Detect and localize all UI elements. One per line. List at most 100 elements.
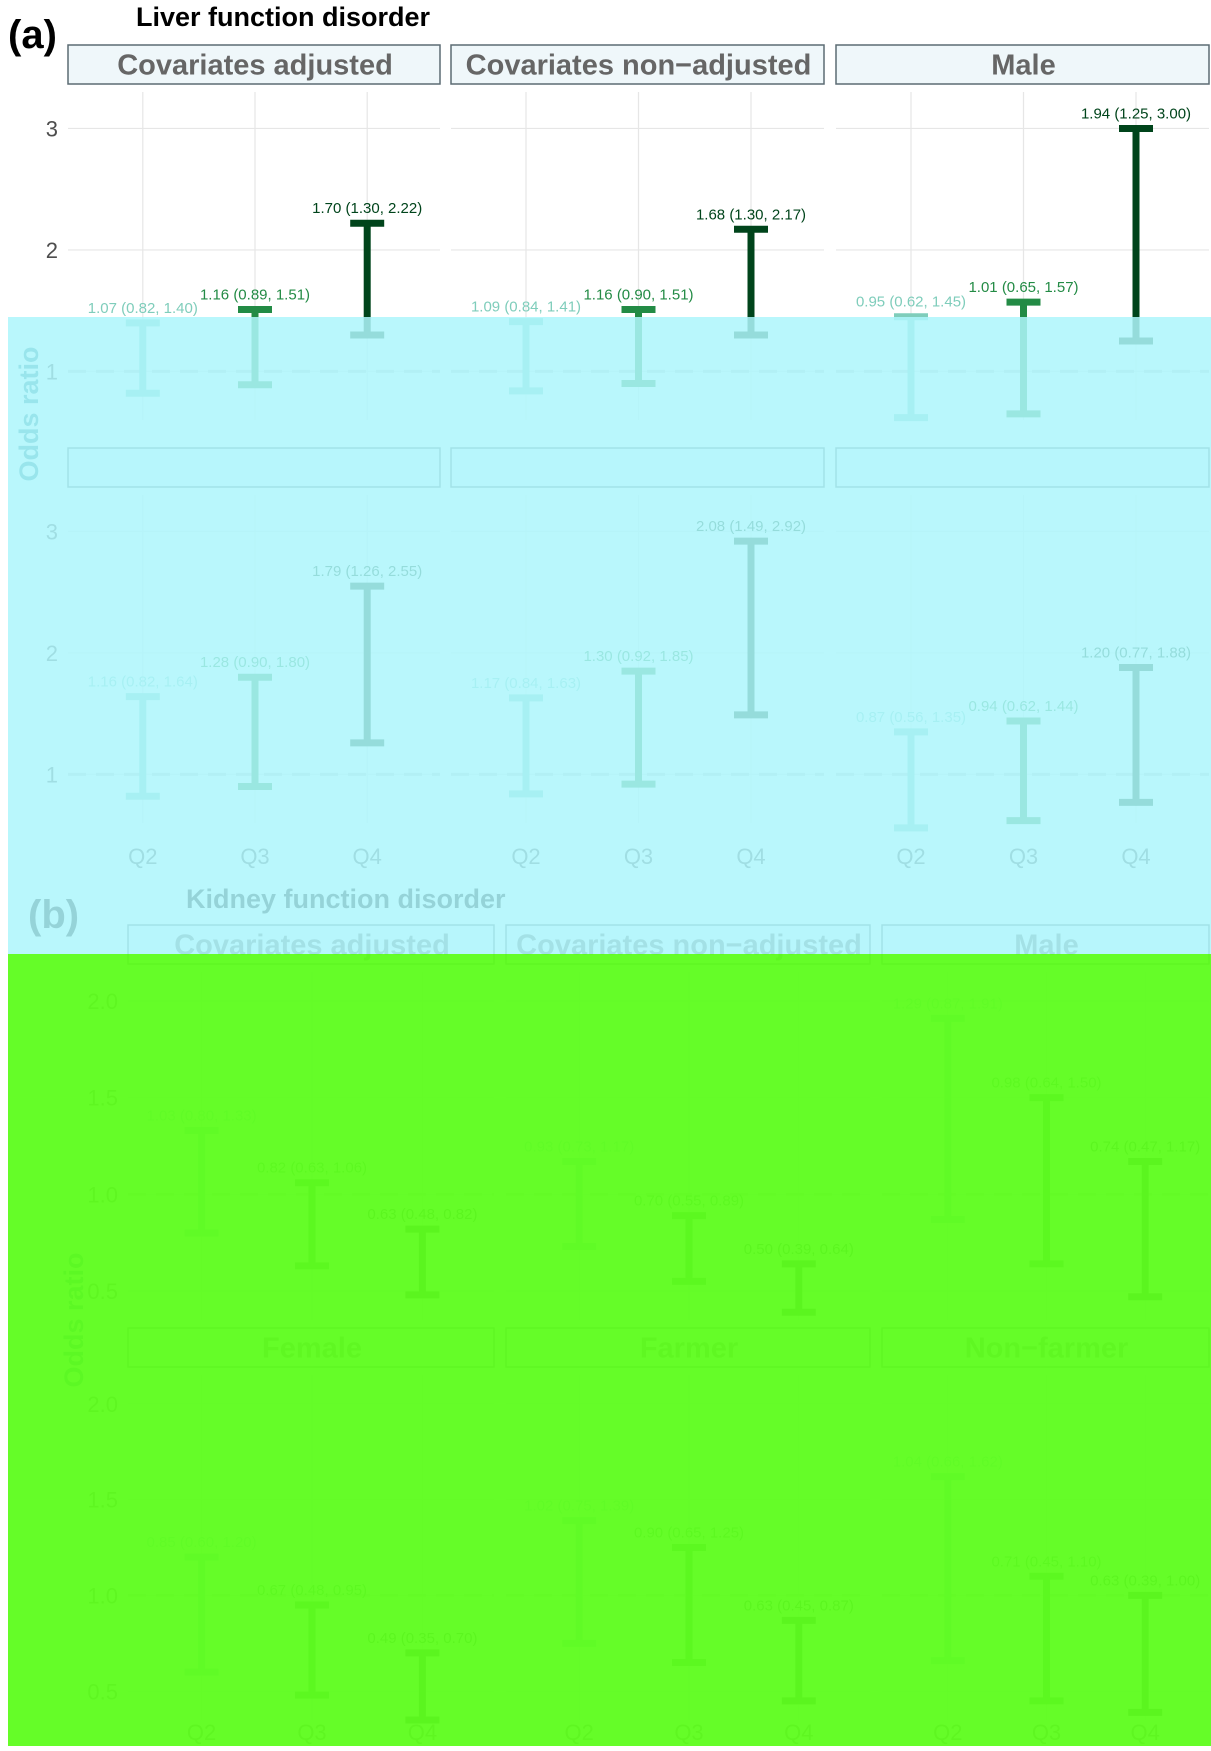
or-data-label: 0.85 (0.60, 1.20)	[147, 1534, 257, 1551]
facet-unlabeled-3: 1 2 3 1.16 (0.82, 1.64)1.28 (0.90, 1.80) 1.7…	[46, 447, 441, 869]
x-tick-label: Q3	[297, 1720, 326, 1745]
facet-strip	[67, 447, 441, 488]
or-data-label: 0.98 (0.64, 1.50)	[991, 1075, 1101, 1092]
y-tick-label: 1.5	[87, 1488, 118, 1513]
y-tick-label: 2	[46, 641, 58, 666]
x-tick-label: Q4	[353, 844, 382, 869]
y-tick-label: 2	[46, 238, 58, 263]
errorbar-q4: 0.63 (0.48, 0.82)	[367, 1206, 477, 1299]
or-data-label: 0.93 (0.73, 1.17)	[524, 1138, 634, 1155]
y-tick-label: 3	[46, 116, 58, 141]
errorbar-q4: 0.49 (0.35, 0.70)	[367, 1630, 477, 1724]
facet-covariates-adjusted: Covariates adjusted 1 2 3 1.07 (0.82, 1.40) 1…	[46, 44, 441, 420]
y-tick-label: 0.5	[87, 1279, 118, 1304]
x-tick-label: Q2	[565, 1720, 594, 1745]
facet-covariates-non-adjusted: Covariates non−adjusted 1.09 (0.84, 1.41)…	[450, 44, 825, 420]
y-tick-label: 1.0	[87, 1182, 118, 1207]
or-data-label: 1.03 (0.80, 1.33)	[147, 1108, 257, 1125]
or-data-label: 0.94 (0.62, 1.44)	[968, 698, 1078, 715]
errorbar-q4: 0.74 (0.47, 1.17)	[1090, 1138, 1200, 1301]
or-data-label: 0.71 (0.45, 1.10)	[991, 1553, 1101, 1570]
facet-unlabeled-5: 0.87 (0.56, 1.35)0.94 (0.62, 1.44) 1.20 (…	[835, 447, 1210, 869]
errorbar-q4: 0.63 (0.45, 0.87)	[744, 1597, 854, 1705]
x-tick-label: Q4	[784, 1720, 813, 1745]
facet-strip	[450, 447, 825, 488]
errorbar-q2: 1.02 (0.75, 1.39)	[524, 1498, 634, 1647]
or-data-label: 1.16 (0.82, 1.64)	[88, 674, 198, 691]
or-data-label: 0.63 (0.45, 0.87)	[744, 1597, 854, 1614]
panel-letter: (a)	[8, 13, 57, 57]
or-data-label: 1.94 (1.25, 3.00)	[1081, 105, 1191, 122]
facet-male: Male 0.95 (0.62, 1.45)1.01 (0.65, 1.57) 1.…	[835, 44, 1210, 422]
y-tick-label: 2.0	[87, 1392, 118, 1417]
facet-strip-label: Female	[262, 1333, 362, 1365]
panel-b: (b) Kidney function disorder Odds ratio Cov…	[28, 884, 1210, 1745]
or-data-label: 1.07 (0.82, 1.40)	[88, 300, 198, 317]
y-tick-label: 1	[46, 359, 58, 384]
panel-title: Liver function disorder	[136, 2, 431, 32]
errorbar-q3: 0.70 (0.55, 0.89)	[634, 1193, 744, 1285]
y-tick-label: 1	[46, 762, 58, 787]
errorbar-q3: 0.82 (0.63, 1.06)	[257, 1160, 367, 1270]
x-tick-label: Q3	[674, 1720, 703, 1745]
or-data-label: 0.49 (0.35, 0.70)	[367, 1630, 477, 1647]
facet-strip-label: Male	[991, 50, 1055, 82]
facet-strip-label: Farmer	[640, 1333, 738, 1365]
or-data-label: 1.68 (1.30, 2.17)	[696, 206, 806, 223]
errorbar-q2: 1.29 (0.87, 1.91)	[893, 995, 1003, 1223]
errorbar-q4: 1.20 (0.77, 1.88)	[1081, 645, 1191, 806]
or-data-label: 1.01 (0.65, 1.57)	[968, 279, 1078, 296]
or-data-label: 0.67 (0.48, 0.95)	[257, 1582, 367, 1599]
x-tick-label: Q4	[736, 844, 765, 869]
x-tick-label: Q3	[624, 844, 653, 869]
facet-male: Male 1.29 (0.87, 1.91) 0.98 (0.64, 1.50) 0.…	[881, 924, 1210, 1320]
facet-strip	[835, 44, 1210, 85]
y-axis-label: Odds ratio	[59, 1252, 89, 1387]
y-tick-label: 1.0	[87, 1583, 118, 1608]
y-tick-label: 3	[46, 519, 58, 544]
panel-title: Kidney function disorder	[186, 884, 506, 914]
or-data-label: 1.79 (1.26, 2.55)	[312, 563, 422, 580]
y-tick-label: 0.5	[87, 1679, 118, 1704]
or-data-label: 2.08 (1.49, 2.92)	[696, 518, 806, 535]
panel-letter: (b)	[28, 893, 79, 937]
errorbar-q3: 0.71 (0.45, 1.10)	[991, 1553, 1102, 1705]
facet-female: Female 0.5 1.0 1.5 2.0 0.85 (0.60, 1.20) 0.67 …	[87, 1327, 495, 1745]
facet-strip-label: Non−farmer	[965, 1333, 1129, 1365]
errorbar-q2: 1.07 (0.82, 1.40)	[88, 300, 198, 397]
errorbar-q4: 2.08 (1.49, 2.92)	[696, 518, 806, 719]
x-tick-label: Q2	[896, 844, 925, 869]
facet-farmer: Farmer 1.02 (0.75, 1.39)0.90 (0.65, 1.25)…	[505, 1327, 871, 1745]
errorbar-q3: 0.98 (0.64, 1.50)	[991, 1075, 1102, 1268]
errorbar-q3: 1.28 (0.90, 1.80)	[200, 654, 310, 791]
panel-a: (a) Liver function disorder Odds ratio Cova…	[8, 2, 1210, 869]
x-tick-label: Q2	[128, 844, 157, 869]
facet-strip-label: Covariates adjusted	[117, 50, 393, 82]
y-axis-label: Odds ratio	[14, 346, 44, 481]
errorbar-q3: 0.67 (0.48, 0.95)	[257, 1582, 367, 1699]
errorbar-q2: 1.04 (0.66, 1.62)	[893, 1454, 1003, 1665]
errorbar-q3: 0.90 (0.65, 1.25)	[634, 1525, 744, 1666]
or-data-label: 0.50 (0.39, 0.64)	[744, 1241, 854, 1258]
x-tick-label: Q2	[511, 844, 540, 869]
or-data-label: 0.95 (0.62, 1.45)	[856, 294, 966, 311]
facet-strip-label: Male	[1014, 930, 1078, 962]
or-data-label: 1.09 (0.84, 1.41)	[471, 299, 581, 316]
or-data-label: 1.04 (0.66, 1.62)	[893, 1454, 1003, 1471]
errorbar-q2: 0.85 (0.60, 1.20)	[147, 1534, 257, 1676]
x-tick-label: Q3	[1032, 1720, 1061, 1745]
or-data-label: 1.70 (1.30, 2.22)	[312, 200, 422, 217]
y-tick-label: 1.5	[87, 1086, 118, 1111]
facet-strip	[835, 447, 1210, 488]
or-data-label: 0.74 (0.47, 1.17)	[1090, 1138, 1200, 1155]
errorbar-q3: 1.01 (0.65, 1.57)	[968, 279, 1079, 418]
facet-strip	[67, 44, 441, 85]
errorbar-q3: 1.16 (0.90, 1.51)	[583, 286, 694, 388]
errorbar-q3: 1.30 (0.92, 1.85)	[583, 648, 694, 788]
facet-unlabeled-4: 1.17 (0.84, 1.63)1.30 (0.92, 1.85) 2.08 (…	[450, 447, 825, 869]
x-tick-label: Q2	[187, 1720, 216, 1745]
errorbar-q4: 0.50 (0.39, 0.64)	[744, 1241, 854, 1316]
facet-strip-label: Covariates non−adjusted	[466, 50, 812, 82]
facet-covariates-non-adjusted: Covariates non−adjusted 0.93 (0.73, 1.17)…	[505, 924, 871, 1320]
